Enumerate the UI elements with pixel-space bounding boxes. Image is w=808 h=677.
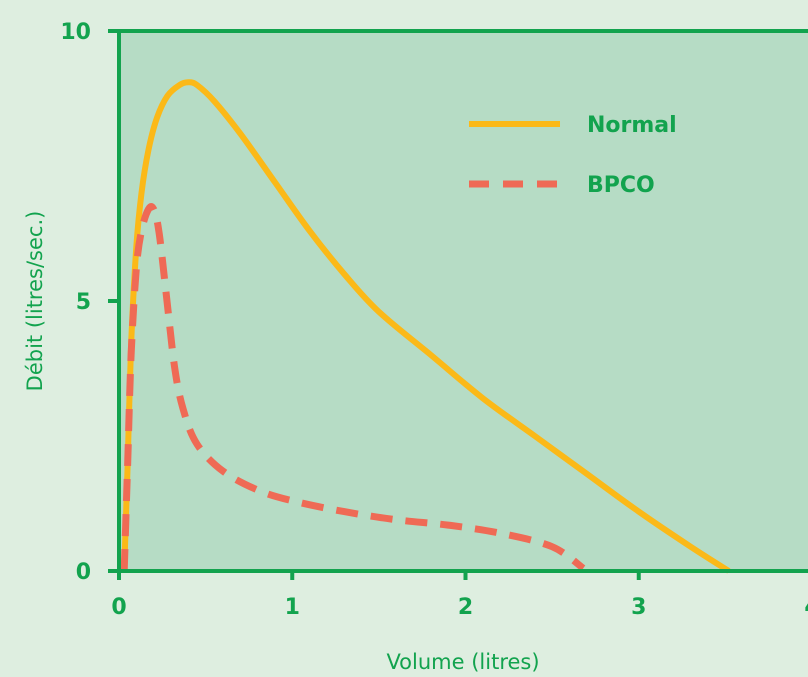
series-layer	[120, 79, 731, 574]
y-tick-label: 0	[76, 560, 91, 585]
x-tick-label: 3	[631, 595, 646, 620]
legend: Normal BPCO	[469, 113, 677, 198]
y-tick-label: 5	[76, 290, 91, 315]
x-axis-title: Volume (litres)	[386, 650, 539, 674]
legend-label-normal: Normal	[587, 113, 677, 138]
x-tick-label: 1	[285, 595, 300, 620]
y-tick-label: 10	[60, 20, 91, 45]
ticks-layer: 0 1 2 3 4 0 5 10	[60, 20, 808, 620]
x-tick-label: 4	[804, 595, 808, 620]
legend-label-bpco: BPCO	[587, 173, 655, 198]
series-line-bpco	[120, 203, 586, 572]
x-tick-label: 0	[111, 595, 126, 620]
y-axis-title: Débit (litres/sec.)	[23, 211, 47, 392]
x-tick-label: 2	[458, 595, 473, 620]
